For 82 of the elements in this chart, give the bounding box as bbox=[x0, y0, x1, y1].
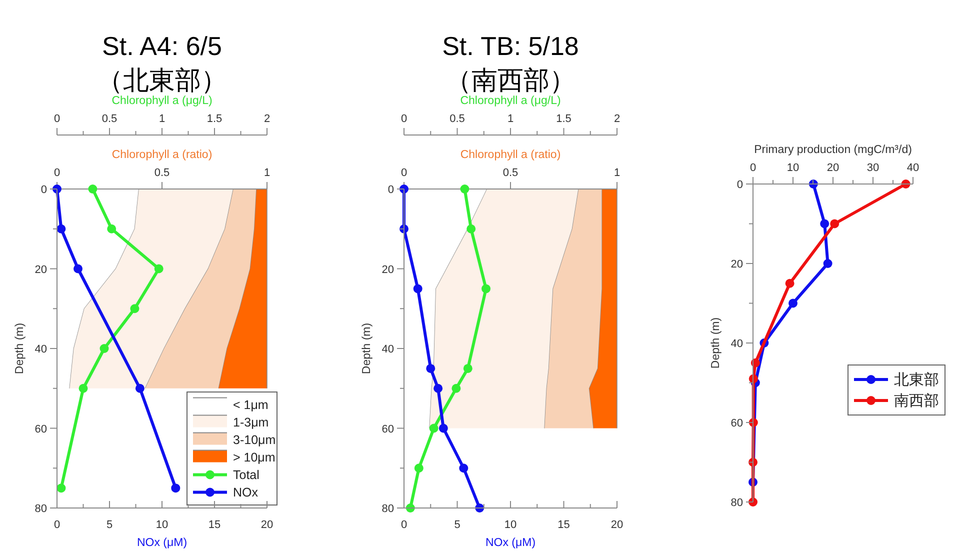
point bbox=[414, 464, 424, 473]
y-tick-label: 80 bbox=[382, 503, 394, 515]
point bbox=[56, 484, 66, 493]
point bbox=[100, 344, 109, 353]
point bbox=[78, 384, 88, 393]
y-tick-label: 40 bbox=[34, 344, 47, 356]
x2-tick-label: 1.5 bbox=[556, 113, 572, 125]
x2-tick-label: 0 bbox=[54, 113, 60, 125]
y-tick-label: 20 bbox=[34, 264, 47, 276]
x-tick-label: 0.5 bbox=[502, 167, 518, 179]
y-tick-label: 20 bbox=[382, 264, 394, 276]
y-tick-label: 60 bbox=[730, 418, 743, 430]
point bbox=[429, 424, 438, 433]
x2-tick-label: 0.5 bbox=[102, 113, 118, 125]
y-axis-title: Depth (m) bbox=[14, 322, 26, 374]
x-tick-label: 30 bbox=[866, 162, 880, 174]
chart-subtitle: （北東部） bbox=[97, 65, 227, 95]
x-axis-title: NOx (μM) bbox=[136, 537, 188, 549]
x-tick-label: 40 bbox=[906, 162, 920, 174]
x-tick-label: 15 bbox=[208, 519, 221, 531]
x-tick-label: 0.5 bbox=[154, 167, 170, 179]
x-tick-label: 20 bbox=[610, 519, 624, 531]
y-tick-label: 0 bbox=[736, 179, 743, 191]
x-tick-label: 0 bbox=[54, 167, 60, 179]
point bbox=[154, 264, 164, 274]
x-tick-label: 0 bbox=[400, 167, 408, 179]
legend-label: 北東部 bbox=[894, 372, 939, 388]
x-tick-label: 5 bbox=[106, 519, 113, 531]
y-tick-label: 80 bbox=[34, 503, 47, 515]
legend-label: Total bbox=[233, 468, 260, 482]
x2-tick-label: 0 bbox=[400, 113, 408, 125]
x-tick-label: 1 bbox=[614, 167, 620, 179]
x-tick-label: 20 bbox=[826, 162, 840, 174]
legend-label: NOx bbox=[233, 485, 259, 500]
legend-label: 3-10μm bbox=[233, 432, 276, 447]
x2-tick-label: 1 bbox=[507, 113, 514, 125]
point bbox=[460, 184, 470, 194]
x-axis-title: Primary production (mgC/m³/d) bbox=[754, 144, 912, 156]
chart-title: St. TB: 5/18 bbox=[442, 31, 579, 61]
y-tick-label: 0 bbox=[40, 184, 47, 196]
x2-tick-label: 1.5 bbox=[206, 113, 222, 125]
x-tick-label: 15 bbox=[558, 519, 570, 531]
x2-axis-title: Chlorophyll a (μg/L) bbox=[460, 95, 561, 107]
x-tick-label: 20 bbox=[260, 519, 274, 531]
point bbox=[466, 224, 476, 234]
x-tick-label: 0 bbox=[400, 519, 408, 531]
y-tick-label: 0 bbox=[388, 184, 394, 196]
y-tick-label: 20 bbox=[730, 258, 743, 270]
legend-label: 1-3μm bbox=[233, 415, 269, 430]
x-tick-label: 5 bbox=[454, 519, 460, 531]
x2-tick-label: 2 bbox=[264, 113, 270, 125]
legend-label: > 10μm bbox=[233, 450, 276, 464]
chart-subtitle: （南西部） bbox=[446, 65, 576, 95]
y-tick-label: 40 bbox=[730, 338, 743, 350]
point bbox=[452, 384, 461, 393]
point bbox=[482, 284, 491, 294]
y-axis-title: Depth (m) bbox=[710, 317, 722, 369]
y-tick-label: 60 bbox=[382, 423, 394, 436]
legend-label: 南西部 bbox=[894, 392, 939, 410]
x-tick-label: 10 bbox=[786, 162, 800, 174]
x-tick-label: 0 bbox=[54, 519, 60, 531]
y-tick-label: 40 bbox=[382, 344, 394, 356]
point bbox=[130, 304, 140, 314]
y-axis-title: Depth (m) bbox=[361, 322, 373, 374]
x2-axis-title: Chlorophyll a (μg/L) bbox=[112, 95, 212, 107]
point bbox=[88, 184, 98, 194]
point bbox=[107, 224, 116, 234]
x-axis-title: Chlorophyll a (ratio) bbox=[112, 149, 212, 161]
x-axis-title: NOx (μM) bbox=[485, 537, 536, 549]
y-tick-label: 60 bbox=[34, 423, 47, 436]
x-tick-label: 10 bbox=[156, 519, 168, 531]
x-tick-label: 10 bbox=[504, 519, 517, 531]
x2-tick-label: 1 bbox=[158, 113, 166, 125]
point bbox=[463, 364, 472, 373]
x-tick-label: 0 bbox=[750, 162, 756, 174]
x2-tick-label: 0.5 bbox=[450, 113, 465, 125]
legend-label: < 1μm bbox=[233, 398, 268, 412]
y-tick-label: 80 bbox=[730, 497, 743, 509]
x-tick-label: 1 bbox=[264, 167, 270, 179]
x-axis-title: Chlorophyll a (ratio) bbox=[460, 149, 561, 161]
x2-tick-label: 2 bbox=[614, 113, 620, 125]
chart-title: St. A4: 6/5 bbox=[102, 31, 222, 61]
